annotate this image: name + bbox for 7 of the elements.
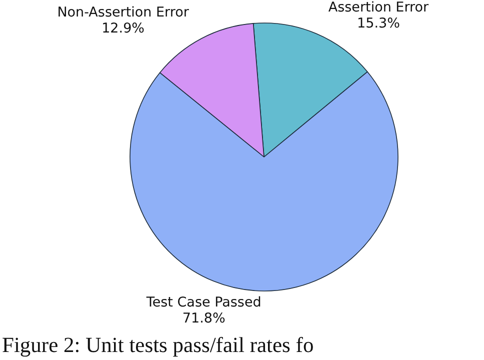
- slice-label: Assertion Error: [328, 0, 430, 16]
- data-label: 12.9%: [102, 20, 145, 37]
- data-label: 15.3%: [357, 15, 400, 32]
- slice-label: Test Case Passed: [145, 294, 262, 310]
- slice-label: Non-Assertion Error: [57, 4, 190, 21]
- caption: Figure 2: Unit tests pass/fail rates fo: [2, 333, 314, 357]
- data-label: 71.8%: [182, 310, 226, 326]
